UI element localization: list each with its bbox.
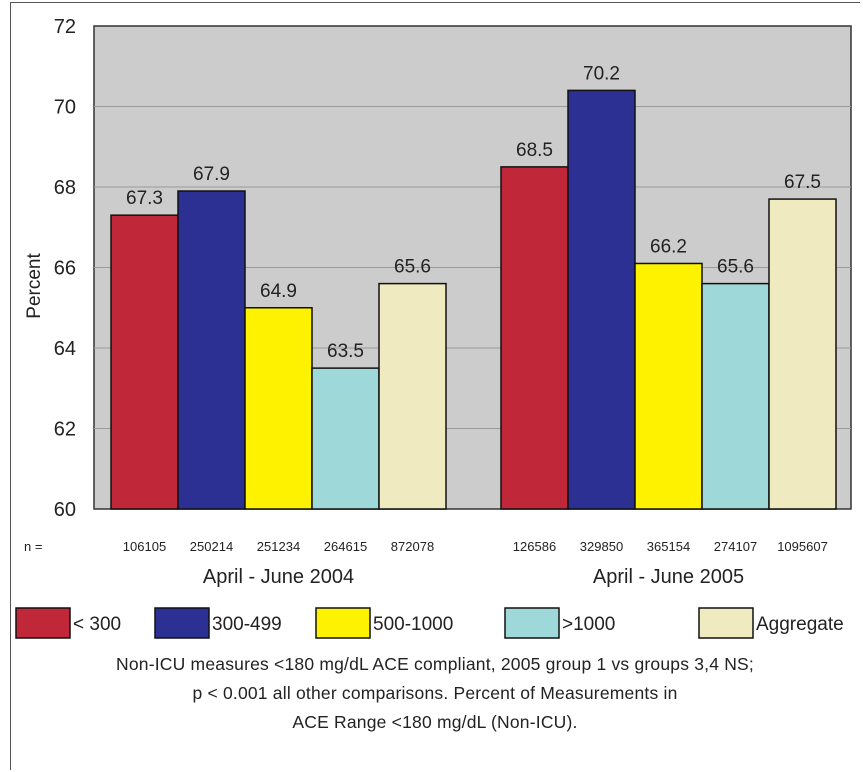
y-tick-label: 64	[54, 338, 76, 360]
data-label: 64.9	[260, 281, 297, 302]
n-prefix-label: n =	[24, 539, 42, 554]
legend-swatch	[315, 607, 371, 639]
y-tick-label: 72	[54, 16, 76, 38]
data-label: 67.3	[126, 188, 163, 209]
n-count-label: 251234	[257, 539, 300, 554]
bar	[378, 282, 447, 510]
legend: < 300 300-499 500-1000 >1000 Aggregate	[15, 607, 844, 639]
figure-caption: Non-ICU measures <180 mg/dL ACE complian…	[10, 650, 860, 737]
bar	[110, 214, 179, 510]
bar	[311, 367, 380, 510]
legend-label: < 300	[73, 614, 121, 635]
legend-swatch	[15, 607, 71, 639]
y-tick-label: 66	[54, 258, 76, 280]
n-count-label: 264615	[324, 539, 367, 554]
n-count-label: 274107	[714, 539, 757, 554]
y-tick-label: 62	[54, 419, 76, 441]
bar	[634, 262, 703, 510]
legend-swatch	[504, 607, 560, 639]
data-label: 67.9	[193, 164, 230, 185]
caption-line: p < 0.001 all other comparisons. Percent…	[192, 683, 678, 703]
bar	[177, 190, 246, 510]
n-count-label: 126586	[513, 539, 556, 554]
data-label: 65.6	[394, 257, 431, 278]
bar	[768, 198, 837, 510]
legend-label: >1000	[562, 614, 615, 635]
bar	[567, 89, 636, 510]
legend-swatch	[154, 607, 210, 639]
bar	[244, 307, 313, 510]
n-count-label: 1095607	[777, 539, 828, 554]
bar	[500, 166, 569, 510]
group-labels: April - June 2004 April - June 2005	[203, 566, 744, 588]
legend-label: 300-499	[212, 614, 282, 635]
caption-line: Non-ICU measures <180 mg/dL ACE complian…	[116, 654, 754, 674]
n-labels: 106105 126586 250214 329850 251234 365154 2646…	[24, 539, 828, 554]
n-count-label: 872078	[391, 539, 434, 554]
n-count-label: 106105	[123, 539, 166, 554]
data-label: 65.6	[717, 257, 754, 278]
figure-frame	[10, 2, 860, 770]
data-label: 66.2	[650, 236, 687, 257]
bars	[110, 89, 837, 510]
caption-line: ACE Range <180 mg/dL (Non-ICU).	[292, 712, 578, 732]
value-labels: 67.3 68.5 67.9 70.2 64.9 66.2 63.5 65.6 65.6 67.5	[126, 63, 821, 362]
group-label: April - June 2004	[203, 566, 354, 588]
n-count-label: 250214	[190, 539, 233, 554]
y-tick-label: 70	[54, 97, 76, 119]
bar	[701, 282, 770, 510]
y-tick-label: 68	[54, 177, 76, 199]
y-axis: 60 62 64 66 68 70 72	[54, 16, 76, 521]
y-axis-label: Percent	[24, 253, 45, 319]
y-tick-label: 60	[54, 499, 76, 521]
legend-label: Aggregate	[756, 614, 844, 635]
legend-swatch	[698, 607, 754, 639]
data-label: 70.2	[583, 63, 620, 84]
group-label: April - June 2005	[593, 566, 744, 588]
legend-label: 500-1000	[373, 614, 453, 635]
n-count-label: 365154	[647, 539, 690, 554]
data-label: 63.5	[327, 341, 364, 362]
n-count-label: 329850	[580, 539, 623, 554]
data-label: 68.5	[516, 140, 553, 161]
data-label: 67.5	[784, 172, 821, 193]
